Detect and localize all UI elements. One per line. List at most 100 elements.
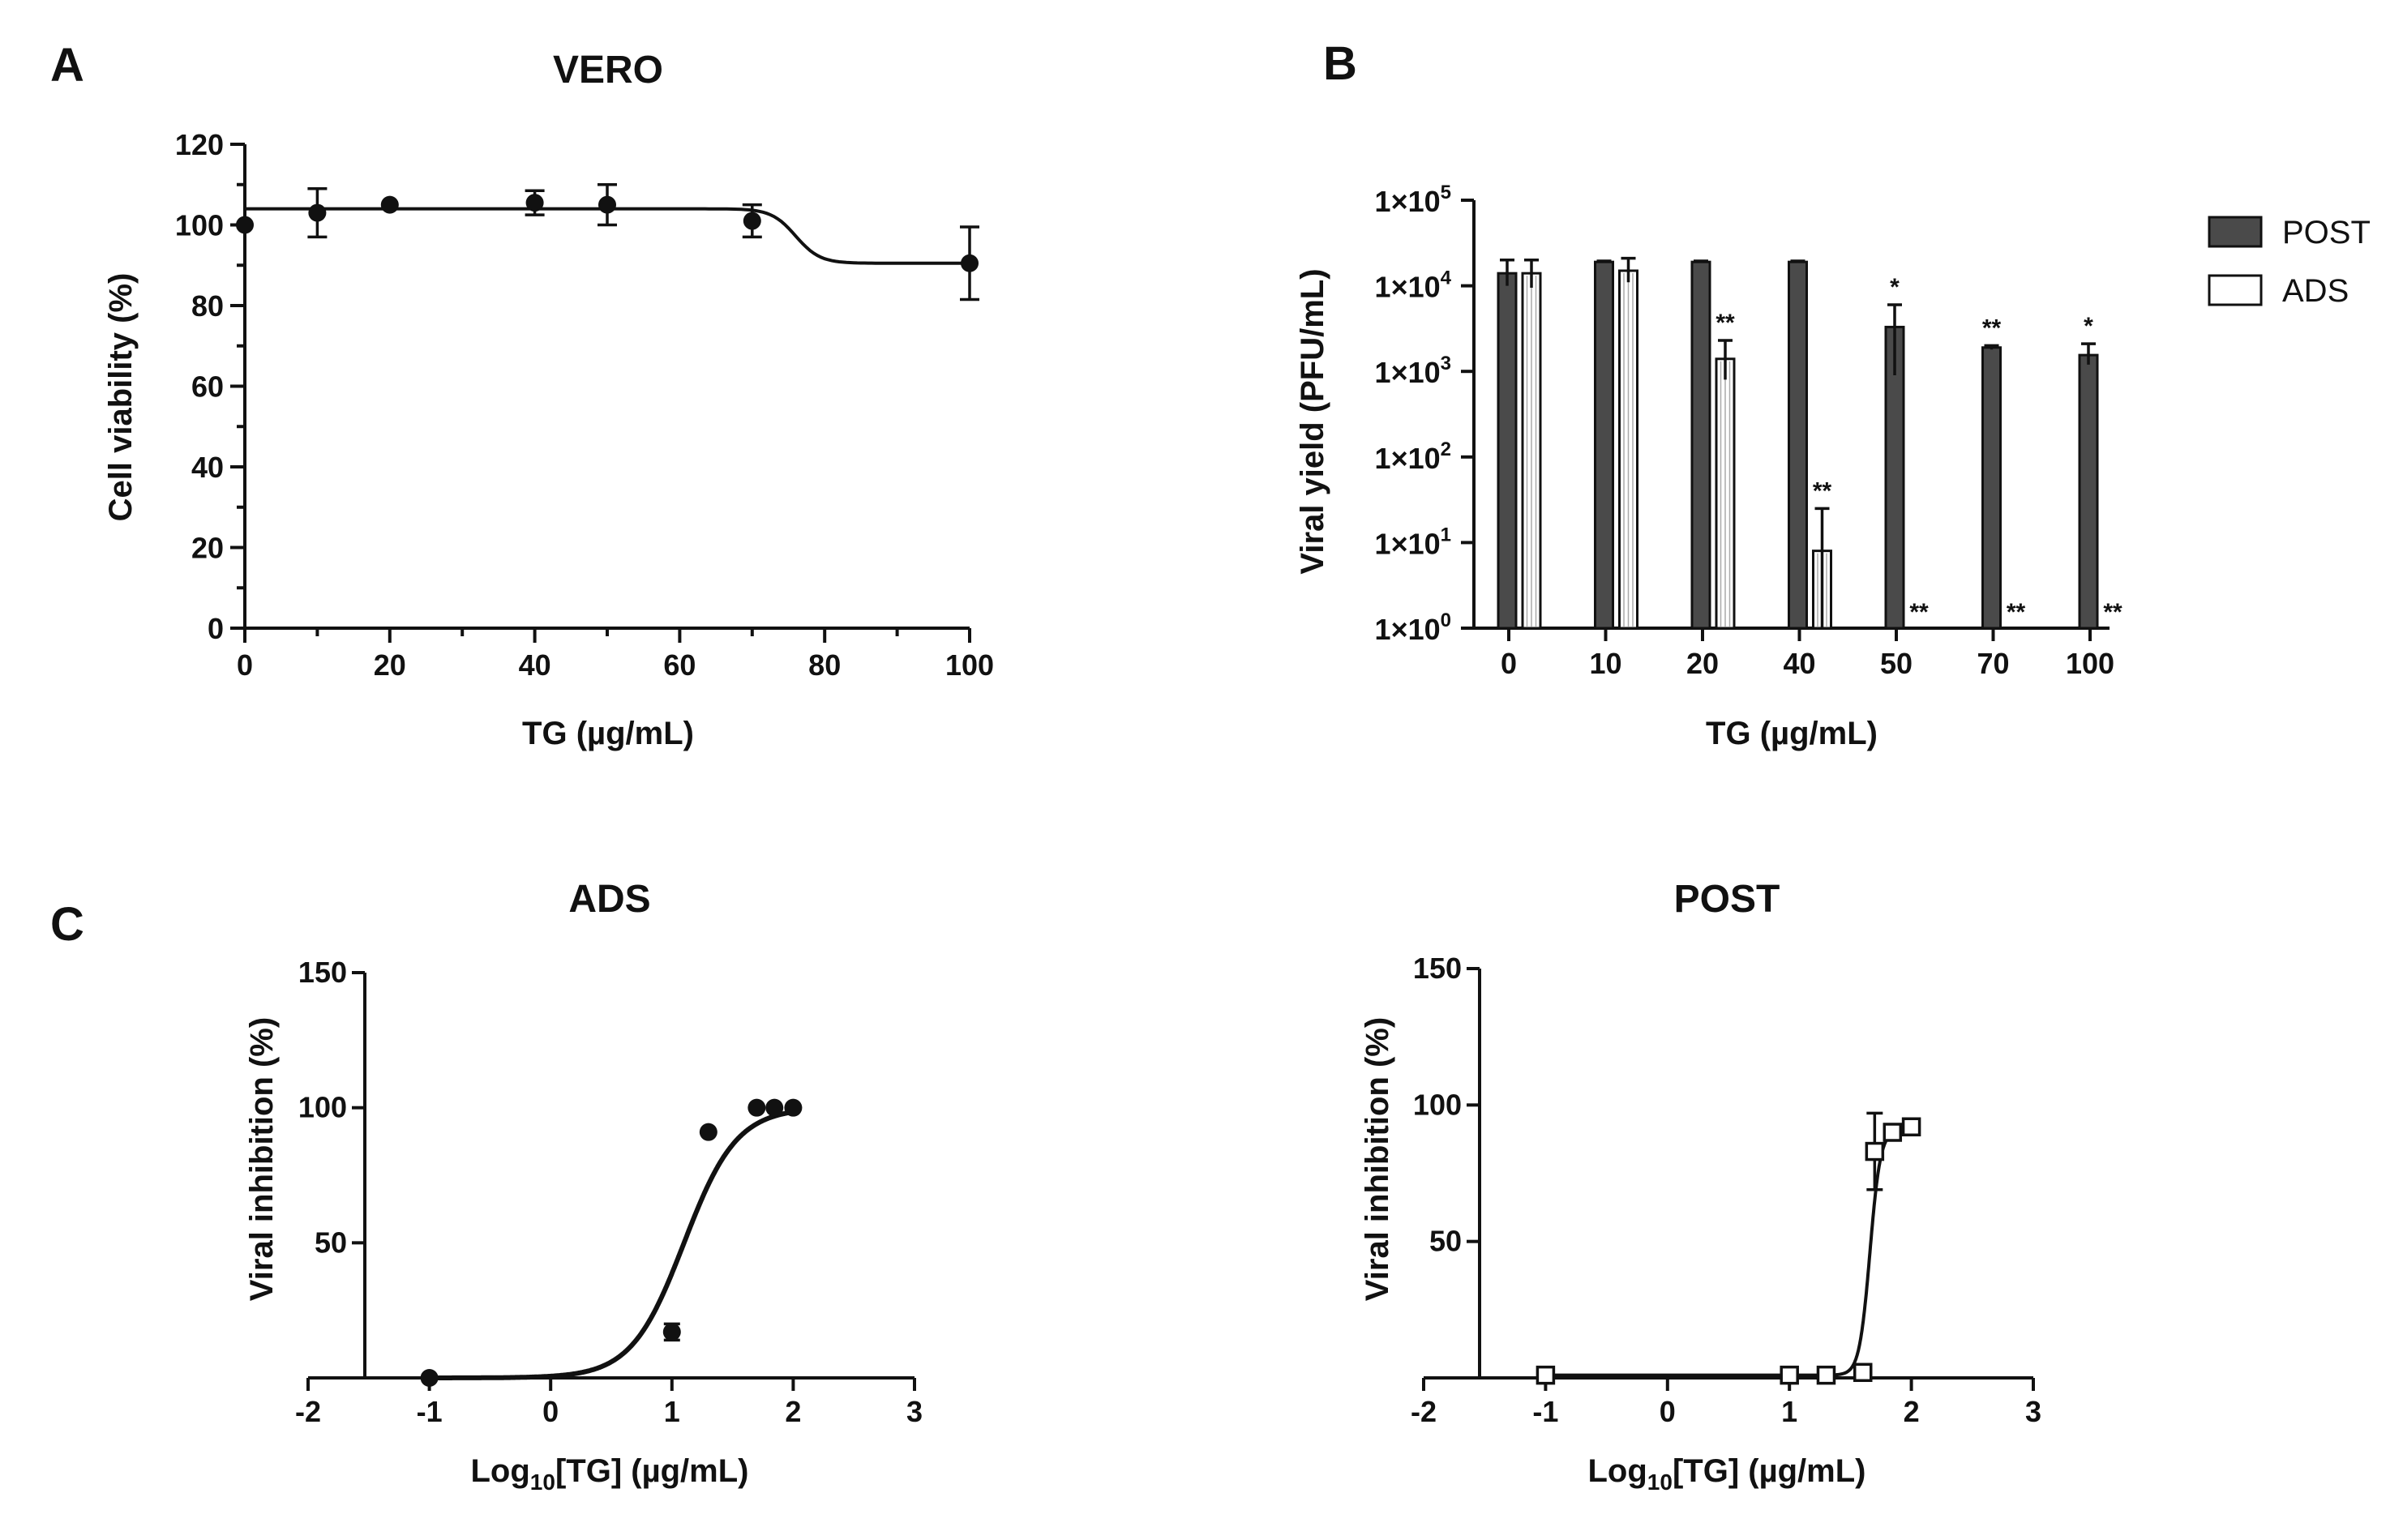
chart-b-error-bar — [1694, 259, 1708, 263]
chart-C1-ytick-label: 100 — [298, 1091, 347, 1124]
chart-b-error-bar — [2081, 342, 2096, 365]
chart-C1-xtick-label: -2 — [295, 1395, 321, 1428]
chart-a-point — [236, 216, 254, 234]
chart-b-error-bar — [1790, 259, 1805, 263]
chart-a-point — [380, 195, 399, 214]
chart-b-significance: ** — [1813, 477, 1832, 504]
chart-a-point — [961, 254, 979, 272]
chart-b-xtick-label: 40 — [1783, 647, 1815, 680]
chart-b-bar-post — [1690, 260, 1711, 630]
chart-a-xtick-label: 40 — [519, 648, 551, 682]
chart-b-bar-post — [1594, 260, 1614, 630]
chart-C2-xtick-label: -1 — [1532, 1395, 1558, 1428]
chart-b-ytick-label: 1×105 — [1375, 182, 1451, 218]
chart-a-ytick-label: 80 — [191, 289, 224, 323]
chart-a-ytick-label: 40 — [191, 451, 224, 484]
chart-b-ytick-label: 1×103 — [1375, 353, 1451, 389]
chart-b-error-bar — [1718, 339, 1733, 380]
chart-C2-point — [1865, 1141, 1885, 1161]
chart-a-xlabel: TG (µg/mL) — [522, 716, 694, 751]
chart-b-significance: ** — [2103, 599, 2122, 626]
chart-b-significance: * — [1890, 274, 1900, 301]
chart-b-xtick-label: 70 — [1977, 647, 2009, 680]
chart-a-ytick-label: 0 — [208, 612, 224, 645]
chart-C2-point — [1853, 1362, 1873, 1383]
chart-a-title: VERO — [553, 49, 663, 92]
chart-C2-xtick-label: 1 — [1781, 1395, 1797, 1428]
chart-a-xtick-label: 80 — [808, 648, 841, 682]
chart-C1-xtick-label: 0 — [542, 1395, 559, 1428]
chart-C1-ytick-label: 50 — [315, 1226, 347, 1259]
chart-C2-point — [1780, 1365, 1799, 1385]
chart-b-error-bar — [1524, 259, 1539, 288]
chart-a-xtick-label: 100 — [945, 648, 994, 682]
chart-b-ytick-label: 1×102 — [1375, 438, 1451, 475]
chart-b-ylabel: Viral yield (PFU/mL) — [1295, 268, 1330, 574]
chart-C2-xtick-label: 0 — [1660, 1395, 1676, 1428]
chart-b-significance: ** — [1982, 314, 2002, 341]
chart-a-xtick-label: 0 — [237, 648, 253, 682]
chart-C1-xtick-label: 1 — [664, 1395, 680, 1428]
chart-c2-ylabel: Viral inhibition (%) — [1360, 1017, 1395, 1301]
chart-b-error-bar — [1814, 507, 1830, 628]
chart-a-vero: VERO TG (µg/mL) Cell viability (%) 0 20 40… — [103, 49, 994, 751]
chart-b-legend: POST ADS — [2208, 215, 2371, 309]
chart-b-xtick-label: 100 — [2066, 647, 2114, 680]
chart-b-significance: ** — [1716, 310, 1735, 336]
chart-a-ytick-label: 100 — [175, 209, 224, 242]
chart-c-post: POST Log10[TG] (µg/mL) Viral inhibition … — [1360, 878, 2041, 1495]
chart-c2-xlabel: Log10[TG] (µg/mL) — [1587, 1453, 1865, 1495]
chart-a-point — [743, 212, 761, 230]
chart-b-xtick-label: 20 — [1686, 647, 1719, 680]
chart-b-error-bar — [1596, 259, 1612, 263]
chart-C2-point — [1536, 1365, 1556, 1385]
chart-b-bar-post — [1497, 272, 1518, 630]
chart-C2-xtick-label: -2 — [1411, 1395, 1437, 1428]
chart-c1-ylabel: Viral inhibition (%) — [244, 1017, 280, 1301]
chart-C2-fit-curve — [1545, 1127, 1912, 1377]
chart-a-point — [598, 195, 616, 214]
legend-swatch-ads — [2208, 274, 2263, 306]
chart-a-xtick-label: 20 — [374, 648, 406, 682]
chart-c-ads: ADS Log10[TG] (µg/mL) Viral inhibition (… — [244, 878, 923, 1495]
panel-c-label: C — [50, 898, 84, 951]
legend-label-post: POST — [2282, 215, 2371, 250]
chart-a-ytick-label: 60 — [191, 370, 224, 404]
chart-a-xtick-label: 60 — [663, 648, 696, 682]
chart-b-error-bar — [1984, 344, 1999, 350]
chart-b-error-bar — [1887, 303, 1902, 376]
chart-C1-point — [420, 1369, 439, 1387]
panel-b-label: B — [1323, 37, 1357, 90]
chart-a-ytick-label: 120 — [175, 128, 224, 161]
chart-b-error-bar — [1621, 256, 1636, 283]
chart-b-significance: ** — [2007, 599, 2026, 626]
panel-a-label: A — [50, 39, 84, 92]
chart-b-xlabel: TG (µg/mL) — [1706, 716, 1878, 751]
chart-C2-xtick-label: 2 — [1904, 1395, 1920, 1428]
chart-b-significance: ** — [1909, 599, 1929, 626]
chart-c2-title: POST — [1674, 878, 1780, 921]
legend-label-ads: ADS — [2282, 273, 2349, 309]
chart-b-bar-post — [1981, 346, 2002, 630]
chart-C1-point — [662, 1323, 681, 1341]
chart-C1-xtick-label: 2 — [785, 1395, 801, 1428]
chart-b-bar-post — [1788, 260, 1808, 630]
chart-a-ylabel: Cell viability (%) — [103, 273, 139, 522]
chart-C2-point — [1816, 1365, 1836, 1385]
chart-C1-point — [699, 1123, 717, 1141]
chart-C2-point — [1883, 1123, 1903, 1142]
chart-a-point — [308, 203, 327, 222]
chart-b-bar-post — [2078, 353, 2099, 630]
chart-a-ytick-label: 20 — [191, 532, 224, 565]
chart-C1-xtick-label: 3 — [906, 1395, 923, 1428]
chart-a-point — [525, 194, 544, 212]
chart-b-ytick-label: 1×100 — [1375, 610, 1451, 646]
chart-C2-ytick-label: 100 — [1413, 1088, 1462, 1121]
chart-b-ytick-label: 1×104 — [1375, 267, 1452, 304]
chart-b-error-bar — [1500, 259, 1514, 286]
chart-C2-point — [1901, 1117, 1921, 1137]
chart-C1-xtick-label: -1 — [417, 1395, 443, 1428]
chart-C1-point — [784, 1098, 803, 1117]
chart-C1-point — [747, 1098, 766, 1117]
